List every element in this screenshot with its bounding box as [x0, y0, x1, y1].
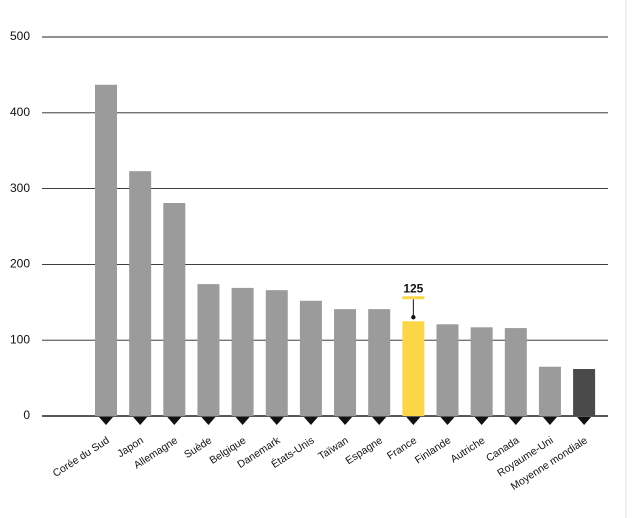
bar [402, 321, 425, 416]
bar [231, 287, 254, 416]
bar [504, 328, 527, 416]
bar-pointer [338, 417, 353, 425]
bar [334, 309, 357, 416]
bar-pointer [167, 417, 182, 425]
bar [265, 290, 288, 416]
y-tick-label: 200 [10, 257, 30, 271]
bar [197, 284, 220, 416]
bar-pointer [133, 417, 148, 425]
bar-pointer [577, 417, 592, 425]
bar-pointer [440, 417, 455, 425]
y-tick-label: 100 [10, 332, 30, 346]
bar [129, 171, 152, 416]
bar-pointer [99, 417, 113, 425]
bar-pointer [269, 417, 284, 425]
x-tick-label: Autriche [448, 434, 487, 465]
y-tick-label: 500 [10, 29, 30, 43]
bar-pointer [372, 417, 387, 425]
label-underline [402, 296, 425, 300]
bar-pointer [406, 417, 421, 425]
bar-pointer [474, 417, 489, 425]
bar [470, 327, 493, 416]
x-tick-label: Espagne [344, 434, 385, 467]
value-label: 125 [403, 281, 423, 295]
bar-pointer [508, 417, 523, 425]
y-tick-label: 400 [10, 105, 30, 119]
bar-pointer [201, 417, 216, 425]
bar-pointer [542, 417, 557, 425]
bar [163, 203, 186, 416]
x-tick-label: Corée du Sud [51, 434, 112, 479]
y-tick-label: 0 [23, 408, 30, 422]
bar-pointer [235, 417, 250, 425]
bar [436, 324, 459, 416]
bar [368, 309, 391, 416]
bar [95, 84, 117, 416]
x-tick-label: Finlande [413, 434, 453, 466]
bar [299, 300, 322, 416]
bar-pointer [303, 417, 318, 425]
bar [573, 369, 596, 416]
bar [538, 366, 561, 416]
y-tick-label: 300 [10, 181, 30, 195]
